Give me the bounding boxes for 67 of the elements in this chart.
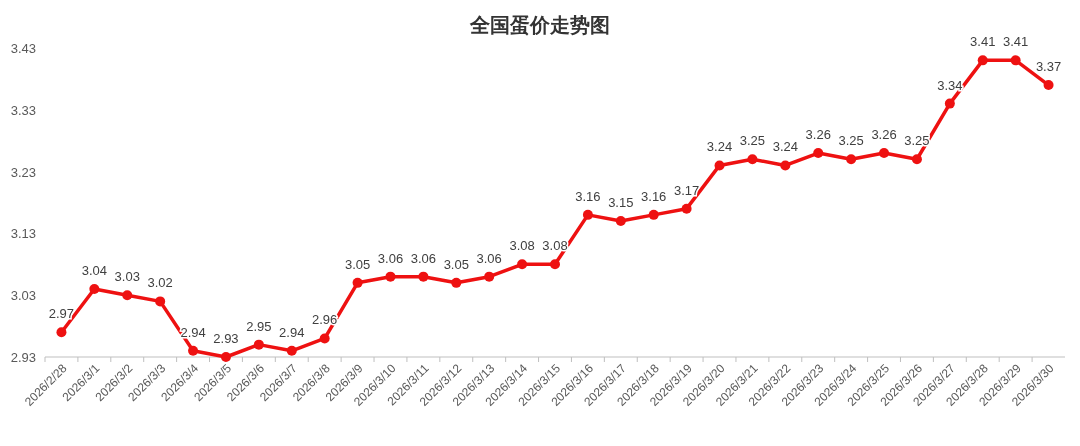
data-label: 3.05 xyxy=(344,256,371,272)
point xyxy=(681,203,692,214)
point xyxy=(484,271,495,282)
point xyxy=(122,290,133,301)
point xyxy=(714,160,725,171)
point xyxy=(846,154,857,165)
point xyxy=(385,271,396,282)
point xyxy=(780,160,791,171)
point xyxy=(89,284,100,295)
point xyxy=(319,333,330,344)
point xyxy=(879,148,890,159)
data-label: 3.37 xyxy=(1035,59,1062,75)
data-label: 3.41 xyxy=(970,34,996,50)
point xyxy=(582,209,593,220)
data-label: 3.03 xyxy=(114,269,140,285)
chart-title: 全国蛋价走势图 xyxy=(469,14,610,36)
point xyxy=(977,55,988,66)
point xyxy=(418,271,429,282)
data-label: 2.94 xyxy=(180,324,206,340)
data-label: 2.93 xyxy=(213,331,239,346)
data-label: 3.08 xyxy=(509,238,535,254)
data-label: 3.06 xyxy=(410,250,437,266)
point xyxy=(188,345,199,356)
point xyxy=(451,277,462,288)
data-label: 2.94 xyxy=(279,324,305,340)
data-label: 3.41 xyxy=(1002,34,1029,50)
point xyxy=(155,296,166,307)
point xyxy=(550,259,560,270)
point xyxy=(747,154,758,165)
data-label: 3.24 xyxy=(706,139,733,155)
data-label: 3.02 xyxy=(147,275,173,291)
data-label: 3.06 xyxy=(476,250,502,266)
data-label: 3.15 xyxy=(608,195,634,211)
point xyxy=(648,209,659,220)
y-tick-label: 3.23 xyxy=(10,164,36,180)
point xyxy=(220,352,231,362)
point xyxy=(56,327,67,338)
y-tick-label: 3.03 xyxy=(10,288,36,304)
point xyxy=(813,148,824,159)
point xyxy=(286,345,297,356)
point xyxy=(1043,80,1054,91)
data-label: 3.25 xyxy=(739,133,766,149)
y-tick-label: 3.33 xyxy=(10,102,36,118)
data-label: 3.26 xyxy=(871,127,897,143)
data-label: 3.17 xyxy=(673,182,700,198)
data-label: 3.34 xyxy=(937,77,963,93)
data-label: 3.05 xyxy=(443,256,469,272)
data-label: 3.08 xyxy=(542,238,568,254)
data-label: 3.25 xyxy=(838,133,864,149)
point xyxy=(1010,55,1021,66)
data-label: 3.26 xyxy=(805,127,831,143)
point xyxy=(517,259,528,270)
data-label: 3.06 xyxy=(377,250,404,266)
data-label: 3.16 xyxy=(641,188,667,204)
point xyxy=(911,154,922,165)
point xyxy=(352,277,363,288)
y-tick-label: 2.93 xyxy=(10,350,36,365)
data-label: 3.24 xyxy=(772,139,798,155)
data-label: 2.95 xyxy=(246,318,272,334)
point xyxy=(253,339,264,350)
data-label: 3.16 xyxy=(575,188,601,204)
y-tick-label: 3.13 xyxy=(10,226,36,242)
data-label: 2.97 xyxy=(48,306,75,322)
point xyxy=(944,98,955,109)
data-label: 3.04 xyxy=(81,263,108,279)
y-tick-label: 3.43 xyxy=(10,41,36,56)
point xyxy=(615,216,626,227)
